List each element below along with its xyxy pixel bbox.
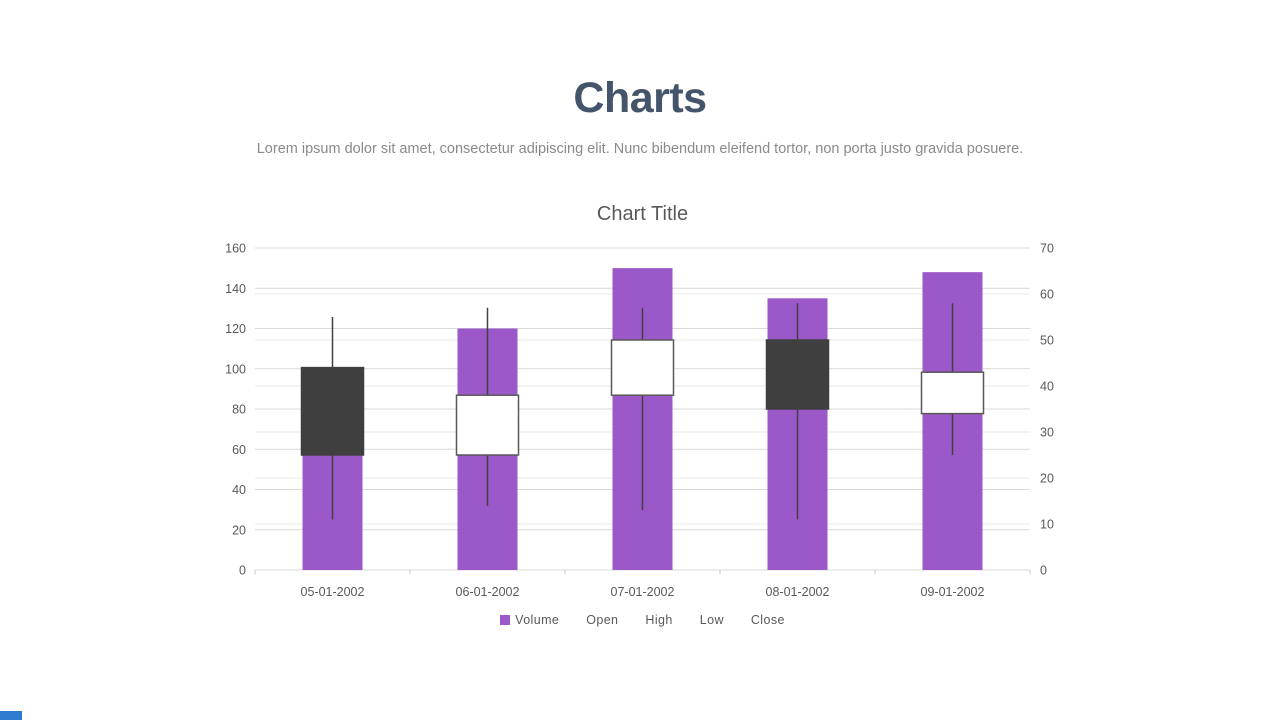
chart-title: Chart Title <box>596 203 689 225</box>
legend-item-low: Low <box>700 613 724 627</box>
right-axis-label: 70 <box>1040 242 1054 256</box>
legend-label: High <box>645 613 673 627</box>
chart-legend: Volume Open High Low Close <box>255 613 1030 627</box>
left-axis-label: 80 <box>232 403 246 417</box>
left-axis-label: 0 <box>239 564 246 578</box>
legend-label: Volume <box>515 613 560 627</box>
legend-item-high: High <box>645 613 672 627</box>
left-axis-label: 100 <box>225 362 246 376</box>
candle-up-box <box>610 339 675 396</box>
right-axis-label: 60 <box>1040 288 1054 302</box>
left-axis-label: 160 <box>225 242 246 256</box>
right-axis-label: 30 <box>1040 426 1054 440</box>
volume-swatch-icon <box>500 615 511 625</box>
x-axis-label: 05-01-2002 <box>301 585 365 599</box>
candle-down-box <box>765 339 830 410</box>
left-axis-label: 120 <box>225 322 246 336</box>
left-axis-label: 20 <box>232 523 246 537</box>
legend-item-volume: Volume <box>500 613 559 627</box>
left-axis-label: 140 <box>225 282 246 296</box>
corner-accent-bar <box>0 711 22 720</box>
right-axis-label: 0 <box>1040 564 1047 578</box>
x-axis-label: 09-01-2002 <box>921 585 985 599</box>
legend-item-close: Close <box>751 613 785 627</box>
legend-label: Low <box>699 613 724 627</box>
left-axis-label: 60 <box>232 443 246 457</box>
x-axis-label: 06-01-2002 <box>456 585 520 599</box>
page-title: Charts <box>573 74 707 122</box>
legend-label: Open <box>586 613 619 627</box>
candle-up-box <box>455 394 520 456</box>
x-axis-label: 08-01-2002 <box>766 585 830 599</box>
candle-down-box <box>300 366 365 456</box>
candle-up-box <box>920 371 985 415</box>
left-axis-label: 40 <box>232 483 246 497</box>
right-axis-label: 10 <box>1040 518 1054 532</box>
right-axis-label: 40 <box>1040 380 1054 394</box>
legend-label: Close <box>750 613 785 627</box>
legend-item-open: Open <box>586 613 618 627</box>
right-axis-label: 50 <box>1040 334 1054 348</box>
x-axis-label: 07-01-2002 <box>611 585 675 599</box>
right-axis-label: 20 <box>1040 472 1054 486</box>
subtitle: Lorem ipsum dolor sit amet, consectetur … <box>256 141 1024 157</box>
